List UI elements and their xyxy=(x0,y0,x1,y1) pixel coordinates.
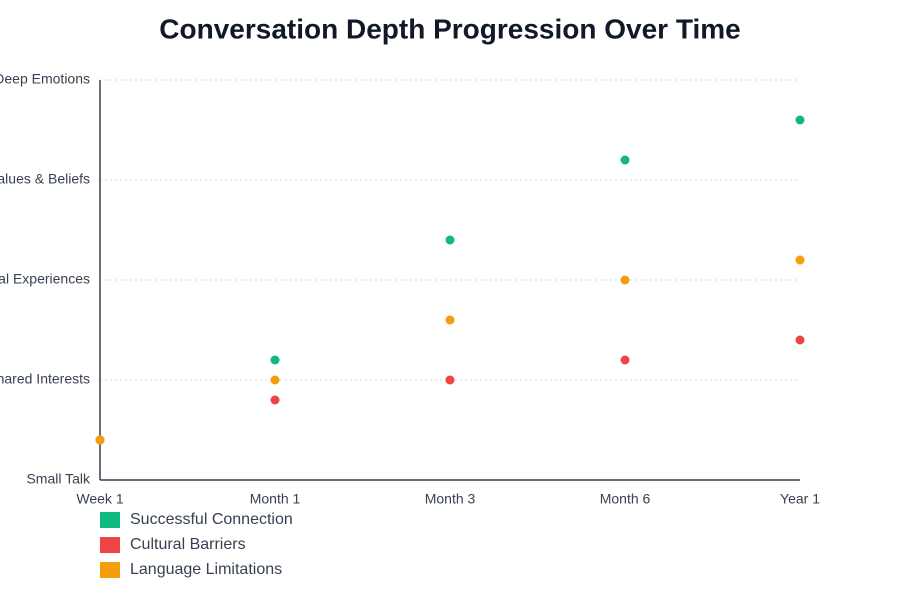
point xyxy=(795,335,805,345)
point xyxy=(795,115,805,125)
y-tick-label: Shared Interests xyxy=(0,371,90,387)
point xyxy=(270,395,280,405)
legend-label: Language Limitations xyxy=(130,561,282,578)
point xyxy=(270,355,280,365)
chart-title: Conversation Depth Progression Over Time xyxy=(159,13,740,44)
x-tick-label: Year 1 xyxy=(780,491,820,507)
x-tick-label: Week 1 xyxy=(76,491,123,507)
point xyxy=(795,255,805,265)
x-tick-label: Month 1 xyxy=(250,491,301,507)
point xyxy=(445,375,455,385)
point xyxy=(270,375,280,385)
legend-swatch xyxy=(100,537,120,553)
legend-swatch xyxy=(100,512,120,528)
x-tick-label: Month 3 xyxy=(425,491,476,507)
point xyxy=(445,235,455,245)
y-tick-label: Deep Emotions xyxy=(0,71,90,87)
point xyxy=(620,355,630,365)
y-tick-label: Values & Beliefs xyxy=(0,171,90,187)
y-tick-label: Personal Experiences xyxy=(0,271,90,287)
point xyxy=(445,315,455,325)
y-tick-label: Small Talk xyxy=(26,471,91,487)
point xyxy=(620,275,630,285)
legend-label: Successful Connection xyxy=(130,511,293,528)
x-tick-label: Month 6 xyxy=(600,491,651,507)
point xyxy=(95,435,105,445)
point xyxy=(620,155,630,165)
legend-swatch xyxy=(100,562,120,578)
legend-label: Cultural Barriers xyxy=(130,536,246,553)
